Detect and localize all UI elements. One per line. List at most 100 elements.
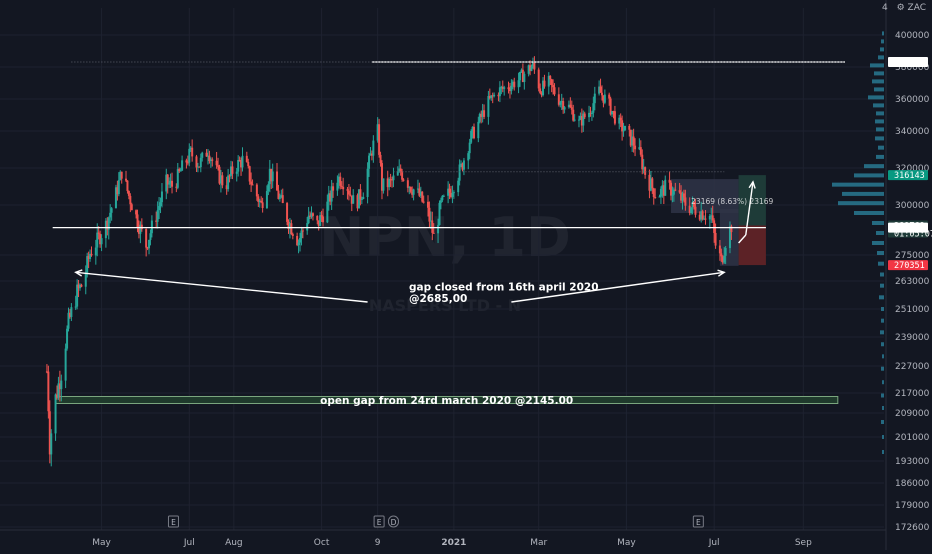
candle-body <box>195 156 198 168</box>
profile-bar <box>876 127 884 132</box>
candle-body <box>521 69 524 82</box>
arrow-head <box>717 269 726 277</box>
price-axis-tick: 239000 <box>895 333 930 343</box>
candle-body <box>265 191 268 208</box>
candle-body <box>573 119 576 121</box>
candle-body <box>730 226 733 233</box>
profile-bar <box>872 241 884 245</box>
symbol-watermark: NPN, 1D <box>319 206 571 269</box>
settings-icon[interactable]: ⚙ <box>896 3 905 13</box>
price-badge-label: 288675 <box>894 224 925 234</box>
candle-body <box>70 307 73 317</box>
candle-body <box>307 215 310 224</box>
candle-body <box>171 180 174 187</box>
candle-body <box>150 220 153 234</box>
candle-body <box>68 312 71 317</box>
candle-body <box>611 110 614 115</box>
time-axis[interactable]: May Jul Aug Oct 9 2021 Mar May Jul Sep <box>0 529 886 548</box>
event-marker <box>692 515 704 528</box>
candle-body <box>429 220 432 222</box>
candle-body <box>520 69 523 72</box>
candle-body <box>382 178 385 191</box>
candle-body <box>638 147 641 150</box>
candle-body <box>80 284 83 287</box>
candle-body <box>379 154 382 164</box>
candle-body <box>623 125 626 131</box>
candle-body <box>539 88 542 93</box>
candle-body <box>396 171 399 176</box>
gap-closed-annotation-line2: @2685,00 <box>409 293 467 305</box>
candle-body <box>347 190 350 195</box>
candle-body <box>652 188 655 198</box>
candle-body <box>641 154 644 170</box>
candle-body <box>559 102 562 105</box>
candle-body <box>260 200 263 203</box>
price-badge-label: 383116 <box>894 58 925 68</box>
profile-bar <box>874 87 884 92</box>
candle-body <box>621 120 624 132</box>
candle-body <box>326 201 329 223</box>
candle-body <box>508 89 511 92</box>
price-axis[interactable]: 400000 380000 360000 340000 320000 300000 2750… <box>885 0 932 550</box>
candle-body <box>467 153 470 161</box>
candle-body <box>618 117 621 124</box>
candle-body <box>114 187 117 209</box>
candle-body <box>622 130 625 132</box>
price-axis-tick: 209000 <box>895 409 930 419</box>
candle-body <box>681 193 684 201</box>
candle-body <box>47 371 50 412</box>
candle-body <box>238 159 241 161</box>
profile-bar <box>854 211 884 215</box>
time-axis-tick: May <box>92 538 111 548</box>
candle-body <box>288 223 291 229</box>
price-axis-tick: 186000 <box>895 479 930 489</box>
candle-body <box>156 210 159 222</box>
candle-body <box>369 153 372 156</box>
candle-body <box>370 153 373 156</box>
candle-body <box>723 255 726 263</box>
candle-body <box>458 164 461 181</box>
candle-body <box>86 256 89 273</box>
candle-body <box>431 220 434 233</box>
candle-body <box>511 81 514 86</box>
profile-bar <box>880 47 884 52</box>
candle-body <box>547 75 550 87</box>
candle-body <box>389 179 392 181</box>
candle-body <box>297 242 300 246</box>
candle-body <box>229 166 232 176</box>
candle-body <box>206 155 209 157</box>
candle-body <box>350 195 353 204</box>
profile-bar <box>876 111 884 116</box>
candle-body <box>651 178 654 189</box>
candle-body <box>221 175 224 186</box>
candle-body <box>277 190 280 199</box>
candle-body <box>76 284 79 307</box>
candle-body <box>471 126 474 131</box>
candle-body <box>330 186 333 202</box>
price-badge-countdown: 01:05:07 <box>894 229 932 239</box>
candle-body <box>196 166 199 168</box>
candle-body <box>258 200 261 203</box>
candle-body <box>116 187 119 195</box>
candle-body <box>67 312 70 329</box>
event-marker-label: D <box>391 518 397 527</box>
candle-body <box>500 86 503 88</box>
profile-bar <box>878 261 884 266</box>
candle-body <box>590 112 593 115</box>
arrow-line <box>745 181 754 236</box>
candle-body <box>339 176 342 186</box>
candle-body <box>491 95 494 97</box>
price-axis-tick: 227000 <box>895 362 930 372</box>
candle-body <box>503 87 506 89</box>
candle-body <box>567 104 570 108</box>
candle-body <box>602 95 605 103</box>
candle-body <box>721 256 724 263</box>
time-axis-tick: May <box>617 538 636 548</box>
candle-body <box>490 95 493 99</box>
profile-bar <box>872 221 884 225</box>
candle-body <box>188 148 191 163</box>
candle-body <box>710 215 713 217</box>
candle-body <box>649 178 652 191</box>
